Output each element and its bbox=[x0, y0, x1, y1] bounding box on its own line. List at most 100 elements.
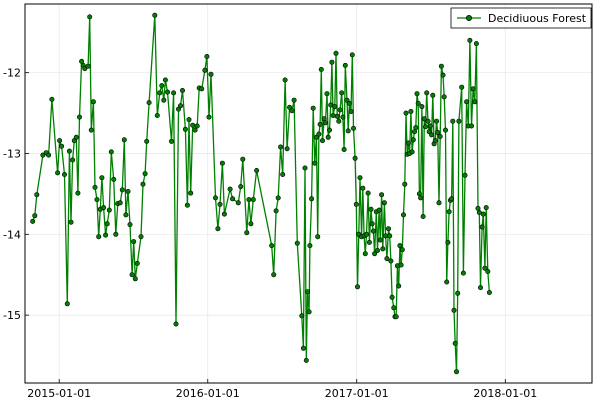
data-point bbox=[206, 114, 212, 120]
data-point bbox=[357, 175, 363, 181]
data-point bbox=[422, 124, 428, 130]
y-axis: -12 -13 -14 -15 bbox=[3, 67, 29, 322]
data-point bbox=[40, 152, 46, 158]
data-point bbox=[425, 118, 431, 124]
data-point bbox=[350, 125, 356, 131]
data-point bbox=[190, 122, 196, 128]
data-point bbox=[477, 285, 483, 291]
data-point bbox=[418, 195, 424, 201]
data-point bbox=[480, 211, 486, 217]
data-point bbox=[304, 289, 310, 295]
data-point bbox=[111, 176, 117, 182]
data-point bbox=[432, 138, 438, 144]
data-point bbox=[313, 134, 319, 140]
data-point bbox=[302, 165, 308, 171]
data-point bbox=[318, 67, 324, 73]
data-point bbox=[421, 116, 427, 122]
data-point bbox=[32, 213, 38, 219]
data-point bbox=[146, 100, 152, 106]
data-point bbox=[427, 123, 433, 129]
data-point bbox=[368, 206, 374, 212]
data-point bbox=[75, 190, 81, 196]
data-point bbox=[325, 134, 331, 140]
data-point bbox=[307, 243, 313, 249]
data-point bbox=[468, 123, 474, 129]
legend: Decidiuous Forest bbox=[450, 7, 592, 29]
data-point bbox=[127, 222, 133, 228]
data-point bbox=[77, 114, 83, 120]
data-point bbox=[73, 134, 79, 140]
data-point bbox=[384, 256, 390, 262]
data-point bbox=[446, 209, 452, 215]
data-point bbox=[312, 160, 318, 166]
data-point bbox=[379, 192, 385, 198]
data-point bbox=[436, 200, 442, 206]
series-markers bbox=[30, 12, 492, 375]
data-point bbox=[49, 96, 55, 102]
data-point bbox=[34, 192, 40, 198]
data-point bbox=[485, 268, 491, 274]
data-point bbox=[154, 113, 160, 119]
data-point bbox=[475, 205, 481, 211]
data-point bbox=[227, 186, 233, 192]
data-point bbox=[385, 226, 391, 232]
data-point bbox=[413, 125, 419, 131]
data-point bbox=[353, 201, 359, 207]
data-point bbox=[393, 314, 399, 320]
data-point bbox=[409, 149, 415, 155]
y-tick-label: -13 bbox=[3, 147, 21, 160]
data-point bbox=[329, 59, 335, 65]
data-point bbox=[449, 196, 455, 202]
data-point bbox=[442, 127, 448, 133]
data-point bbox=[215, 226, 221, 232]
data-point bbox=[366, 239, 372, 245]
data-point bbox=[397, 243, 403, 249]
data-point bbox=[402, 181, 408, 187]
data-point bbox=[192, 127, 198, 133]
data-point bbox=[300, 345, 306, 351]
data-point bbox=[131, 239, 137, 245]
data-point bbox=[377, 237, 383, 243]
data-point bbox=[254, 168, 260, 174]
data-point bbox=[316, 131, 322, 137]
data-point bbox=[387, 233, 393, 239]
data-point bbox=[399, 247, 405, 253]
data-point bbox=[121, 137, 127, 143]
data-point bbox=[106, 207, 112, 213]
data-point bbox=[460, 270, 466, 276]
data-point bbox=[440, 72, 446, 78]
data-point bbox=[208, 71, 214, 77]
data-point bbox=[119, 187, 125, 193]
data-point bbox=[363, 231, 369, 237]
data-point bbox=[294, 240, 300, 246]
data-point bbox=[57, 138, 63, 144]
data-point bbox=[92, 184, 98, 190]
legend-marker-sample bbox=[465, 14, 472, 21]
data-point bbox=[59, 143, 65, 149]
data-point bbox=[94, 197, 100, 203]
x-tick-label: 2016-01-01 bbox=[176, 387, 240, 400]
data-point bbox=[452, 340, 458, 346]
data-point bbox=[144, 138, 150, 144]
data-point bbox=[370, 228, 376, 234]
data-point bbox=[479, 224, 485, 230]
data-point bbox=[87, 14, 93, 20]
data-point bbox=[315, 234, 321, 240]
data-point bbox=[398, 262, 404, 268]
data-point bbox=[400, 212, 406, 218]
data-point bbox=[230, 196, 236, 202]
y-tick-label: -15 bbox=[3, 309, 21, 322]
data-point bbox=[334, 113, 340, 119]
data-point bbox=[453, 369, 459, 375]
data-point bbox=[324, 91, 330, 97]
data-point bbox=[319, 138, 325, 144]
data-point bbox=[430, 92, 436, 98]
data-point bbox=[186, 117, 192, 123]
x-tick-label: 2018-01-01 bbox=[473, 387, 537, 400]
data-point bbox=[310, 105, 316, 111]
data-point bbox=[349, 52, 355, 58]
data-point bbox=[346, 100, 352, 106]
data-point bbox=[424, 90, 430, 96]
data-point bbox=[429, 132, 435, 138]
data-point bbox=[342, 62, 348, 68]
